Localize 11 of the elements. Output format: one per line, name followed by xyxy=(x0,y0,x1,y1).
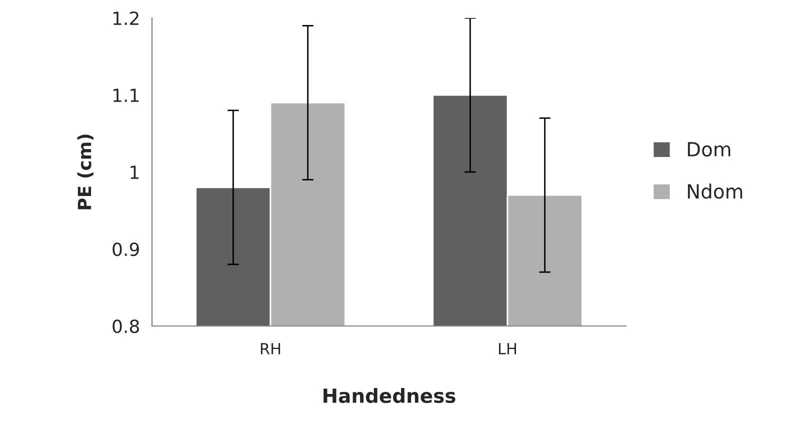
legend-label: Dom xyxy=(688,142,730,157)
y-tick-label: 0.8 xyxy=(112,319,139,334)
y-tick-label: 1 xyxy=(130,166,139,179)
x-tick-label: RH xyxy=(260,343,280,354)
y-tick-label: 1.2 xyxy=(113,11,138,25)
y-tick-label: 0.9 xyxy=(112,242,139,256)
y-axis-title: PE (cm) xyxy=(77,134,94,210)
y-tick-label: 1.1 xyxy=(113,88,139,102)
x-tick-label: LH xyxy=(499,343,516,354)
legend-label: Ndom xyxy=(688,184,742,199)
x-axis-title: Handedness xyxy=(324,388,456,404)
